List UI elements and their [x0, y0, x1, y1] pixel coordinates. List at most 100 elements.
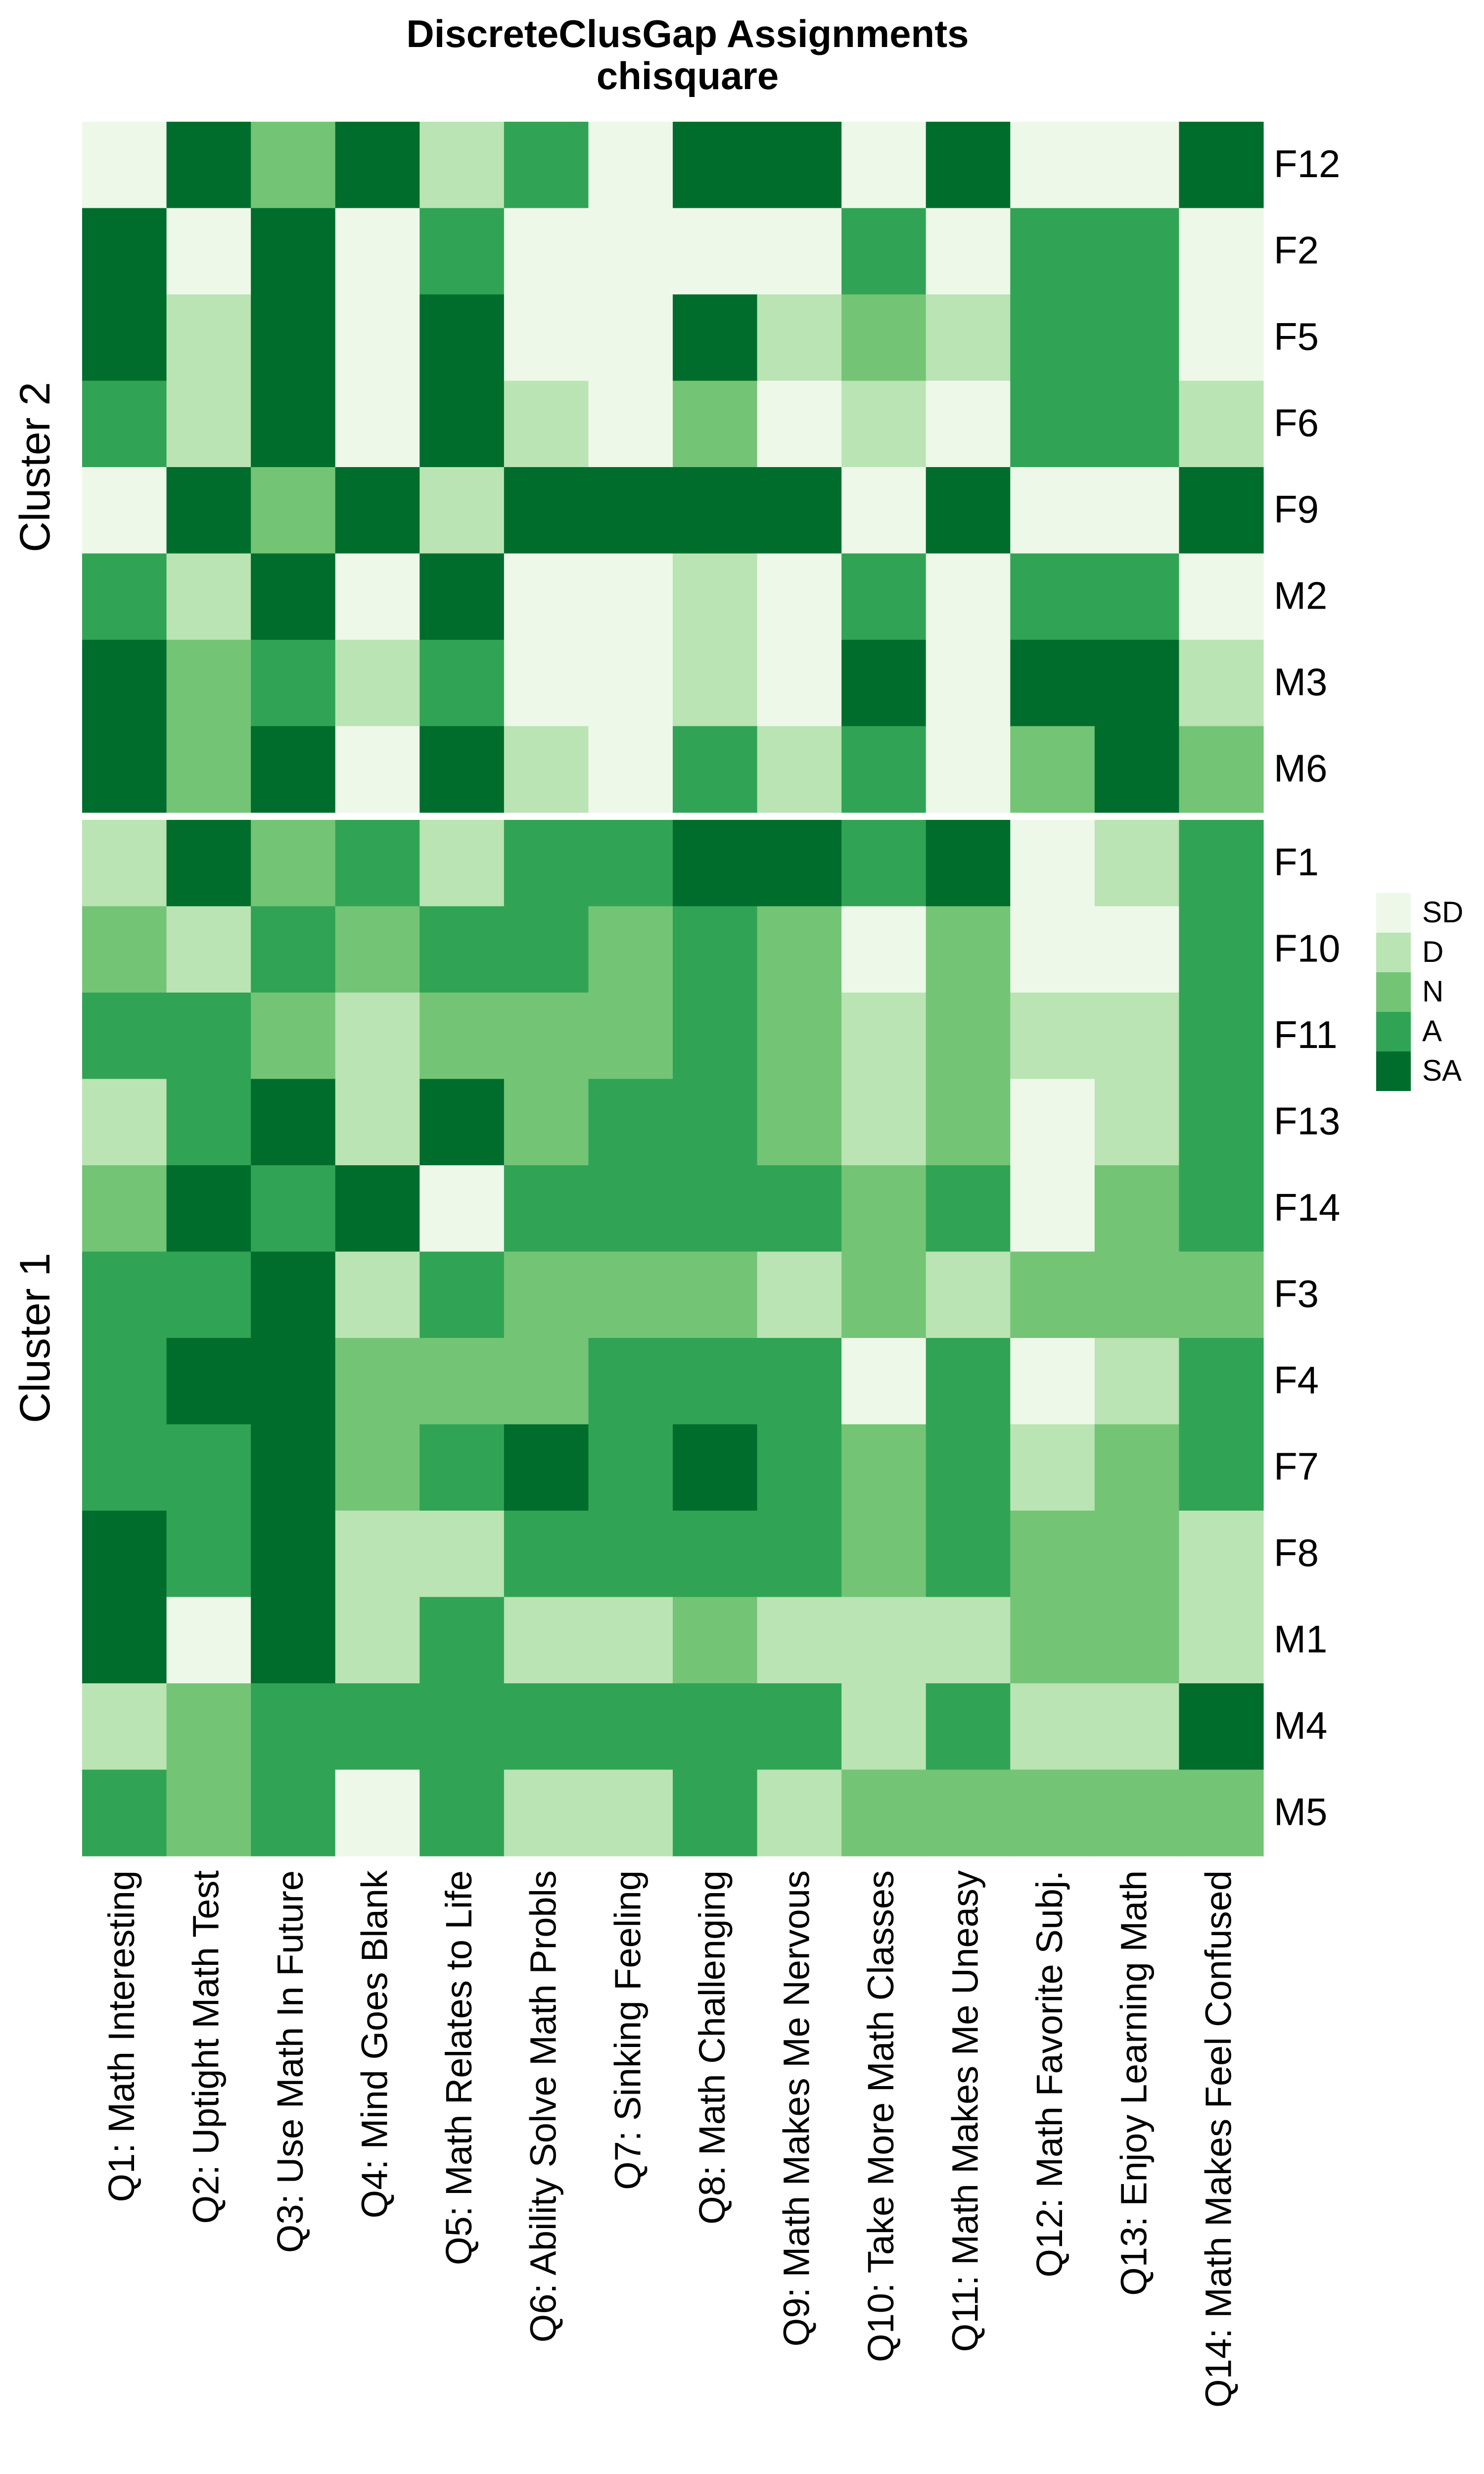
chart-subtitle: chisquare — [597, 54, 779, 97]
heatmap-cell — [504, 467, 589, 554]
row-label: F4 — [1274, 1358, 1319, 1402]
heatmap-cell — [757, 467, 842, 554]
heatmap-cell — [82, 1079, 167, 1166]
heatmap-cell — [926, 1597, 1011, 1684]
heatmap-cell — [251, 906, 336, 993]
heatmap-cell — [1010, 1165, 1095, 1252]
heatmap-cell — [588, 1511, 673, 1598]
heatmap-cell — [757, 381, 842, 468]
heatmap-cell — [1179, 122, 1264, 209]
heatmap-cell — [841, 1079, 927, 1166]
heatmap-cell — [166, 1165, 251, 1252]
heatmap-cell — [588, 993, 673, 1080]
heatmap-cell — [419, 726, 505, 813]
heatmap-cell — [335, 208, 420, 295]
heatmap-cell — [166, 1683, 251, 1770]
heatmap-cell — [1010, 1424, 1095, 1511]
heatmap-cell — [82, 1511, 167, 1598]
row-label: F12 — [1274, 142, 1340, 186]
heatmap-cell — [82, 294, 167, 381]
column-label: Q11: Math Makes Me Uneasy — [945, 1870, 986, 2352]
column-label: Q4: Mind Goes Blank — [354, 1870, 395, 2218]
heatmap-cell — [841, 467, 927, 554]
row-label: F9 — [1274, 487, 1319, 531]
column-label: Q14: Math Makes Feel Confused — [1198, 1870, 1239, 2408]
heatmap-cell — [251, 1424, 336, 1511]
heatmap-cell — [1094, 906, 1180, 993]
heatmap-cell — [1179, 1683, 1264, 1770]
heatmap-cell — [926, 467, 1011, 554]
legend-key — [1376, 933, 1411, 972]
heatmap-cell — [251, 1683, 336, 1770]
heatmap-cell — [82, 726, 167, 813]
row-label: M1 — [1274, 1617, 1327, 1661]
heatmap-cell — [166, 122, 251, 209]
heatmap-cell — [504, 381, 589, 468]
row-label: M2 — [1274, 573, 1327, 617]
heatmap-cell — [673, 1683, 758, 1770]
heatmap-cell — [757, 993, 842, 1080]
heatmap-cell — [419, 294, 505, 381]
heatmap-cell — [1094, 726, 1180, 813]
heatmap-cell — [419, 1683, 505, 1770]
heatmap-cell — [82, 1424, 167, 1511]
heatmap-cell — [926, 820, 1011, 907]
row-label: F14 — [1274, 1186, 1340, 1229]
heatmap-cell — [251, 208, 336, 295]
row-label: F1 — [1274, 840, 1319, 884]
heatmap-cell — [166, 294, 251, 381]
heatmap-cell — [926, 640, 1011, 727]
heatmap-cell — [335, 1079, 420, 1166]
heatmap-cell — [251, 1769, 336, 1856]
heatmap-cell — [166, 726, 251, 813]
heatmap-cell — [419, 1165, 505, 1252]
heatmap-cell — [841, 1511, 927, 1598]
heatmap-cell — [673, 294, 758, 381]
column-label: Q8: Math Challenging — [692, 1870, 733, 2225]
cluster-labels: Cluster 2 Cluster 1 — [11, 382, 59, 1423]
heatmap-cell — [926, 906, 1011, 993]
heatmap-cell — [82, 208, 167, 295]
heatmap-cell — [673, 208, 758, 295]
heatmap-cell — [1010, 993, 1095, 1080]
heatmap-cell — [588, 1251, 673, 1338]
heatmap-cell — [673, 467, 758, 554]
heatmap-cell — [1094, 640, 1180, 727]
heatmap-cell — [1179, 726, 1264, 813]
heatmap-cell — [1094, 1338, 1180, 1425]
heatmap-cell — [419, 640, 505, 727]
heatmap-cell — [673, 1769, 758, 1856]
heatmap-cell — [588, 1424, 673, 1511]
heatmap-cell — [588, 381, 673, 468]
heatmap-cell — [841, 553, 927, 640]
heatmap-cell — [504, 726, 589, 813]
heatmap-cell — [166, 993, 251, 1080]
legend: SD DNA SA — [1376, 893, 1463, 1091]
heatmap-cell — [504, 993, 589, 1080]
heatmap-cell — [251, 1079, 336, 1166]
heatmap-cell — [673, 1165, 758, 1252]
heatmap-cell — [841, 1769, 927, 1856]
heatmap-cell — [926, 208, 1011, 295]
heatmap-cell — [673, 1338, 758, 1425]
heatmap-cell — [1094, 1597, 1180, 1684]
heatmap-cell — [588, 208, 673, 295]
legend-label: A — [1422, 1014, 1442, 1047]
heatmap-cell — [1010, 1251, 1095, 1338]
heatmap-cell — [504, 208, 589, 295]
heatmap-cell — [251, 726, 336, 813]
heatmap-cell — [588, 1769, 673, 1856]
heatmap-cell — [82, 1683, 167, 1770]
heatmap-cell — [419, 1597, 505, 1684]
heatmap-cell — [504, 906, 589, 993]
heatmap-cell — [1179, 381, 1264, 468]
heatmap-cell — [1094, 993, 1180, 1080]
row-label: F7 — [1274, 1444, 1319, 1488]
heatmap-cell — [251, 640, 336, 727]
heatmap-cell — [926, 294, 1011, 381]
heatmap-cell — [1179, 1424, 1264, 1511]
heatmap-cell — [1010, 906, 1095, 993]
heatmap-cell — [82, 820, 167, 907]
heatmap-cell — [757, 553, 842, 640]
heatmap-cell — [673, 1079, 758, 1166]
